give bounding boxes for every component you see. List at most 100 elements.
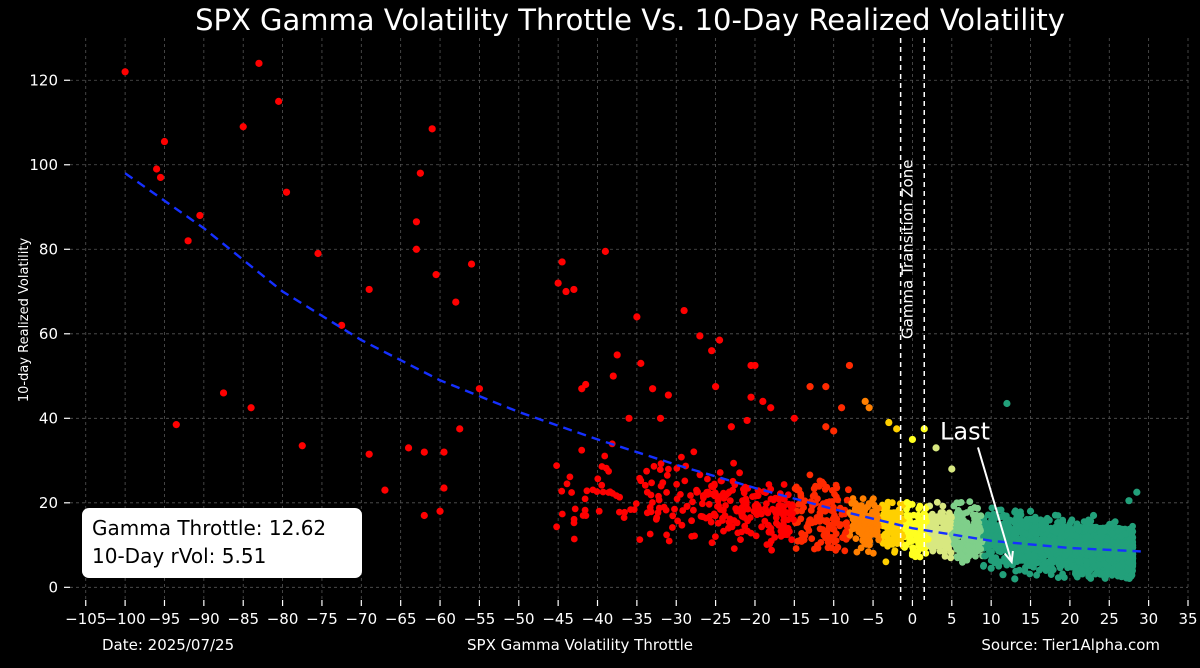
data-point [314,249,322,258]
cloud-point [771,533,779,541]
cloud-point [765,521,772,529]
cloud-point [689,498,696,506]
cloud-point [903,506,910,513]
cloud-point [806,471,814,479]
data-point [822,423,830,431]
cloud-point [1084,533,1092,541]
x-tick-label: −5 [862,610,884,628]
cloud-point [1128,530,1136,537]
data-point [160,137,169,146]
cloud-point [568,489,575,496]
cloud-point [706,513,714,520]
data-point [1034,541,1043,549]
data-point [1011,575,1019,583]
cloud-point [920,515,927,523]
axis-ticks: −105−100 −95 −90 −85 −80 −75 −70 −65 −60 −55 −50 −4… [29,71,1197,628]
cloud-point [823,517,831,524]
cloud-point [795,501,803,508]
data-point [1026,507,1035,515]
data-point [153,165,161,173]
data-point [1082,524,1090,532]
cloud-point [1085,569,1092,577]
cloud-point [884,498,892,506]
cloud-point [558,487,566,495]
cloud-point [718,492,726,499]
cloud-point [1096,540,1104,548]
cloud-point [1033,559,1041,566]
cloud-point [744,527,751,535]
cloud-point [894,515,902,523]
cloud-point [1103,535,1111,543]
cloud-point [647,491,655,499]
cloud-point [1055,556,1063,563]
cloud-point [909,546,917,554]
cloud-point [1022,523,1030,531]
cloud-point [943,535,950,543]
cloud-point [641,481,649,489]
cloud-point [594,475,602,483]
cloud-point [965,547,973,555]
data-point [696,332,704,340]
cloud-point [794,537,802,545]
cloud-point [953,520,961,528]
data-point [637,359,645,367]
cloud-point [712,533,719,540]
cloud-point [746,514,754,521]
cloud-point [563,480,571,488]
cloud-point [632,500,640,507]
y-tick-label: 60 [39,325,58,343]
cloud-point [763,500,770,507]
cloud-point [948,514,955,522]
cloud-point [571,505,579,513]
data-point [601,247,609,255]
cloud-point [954,507,962,514]
cloud-point [730,545,738,552]
cloud-point [1124,566,1132,573]
cloud-point [977,512,985,520]
cloud-point [1091,562,1098,570]
x-tick-label: −65 [385,610,417,628]
cloud-point [832,530,840,538]
cloud-point [1096,554,1104,562]
cloud-point [945,520,952,528]
cloud-point [851,515,859,523]
data-point [625,414,633,422]
data-point [908,435,917,444]
y-tick-label: 40 [39,409,58,427]
cloud-point [1011,529,1019,537]
cloud-point [939,502,947,510]
cloud-point [725,524,732,532]
chart-title: SPX Gamma Volatility Throttle Vs. 10-Day… [195,3,1065,37]
data-point [837,404,846,412]
cloud-point [1011,516,1019,524]
cloud-point [956,544,964,551]
x-tick-label: −25 [700,610,732,628]
cloud-point [1115,562,1122,570]
cloud-point [1108,530,1116,537]
data-point [1003,399,1011,408]
cloud-point [798,507,805,515]
data-point [932,444,940,452]
data-point [1066,539,1074,547]
cloud-point [832,546,840,554]
cloud-point [866,541,873,549]
cloud-point [1094,549,1102,557]
y-axis-label: 10-day Realized Volatility [17,238,32,403]
source-label: Source: Tier1Alpha.com [981,636,1160,654]
cloud-point [962,528,969,535]
cloud-point [566,473,574,481]
cloud-point [957,551,965,559]
cloud-point [655,492,662,500]
zone-label: Gamma Transition Zone [898,160,916,340]
cloud-point [581,495,589,503]
cloud-point [1033,571,1040,579]
cloud-point [750,507,758,515]
cloud-point [716,469,724,476]
data-point [554,279,562,287]
cloud-point [690,448,698,456]
cloud-point [767,495,775,503]
data-point [885,418,893,427]
cloud-point [711,492,719,500]
data-point [1030,528,1039,536]
cloud-point [605,489,612,496]
